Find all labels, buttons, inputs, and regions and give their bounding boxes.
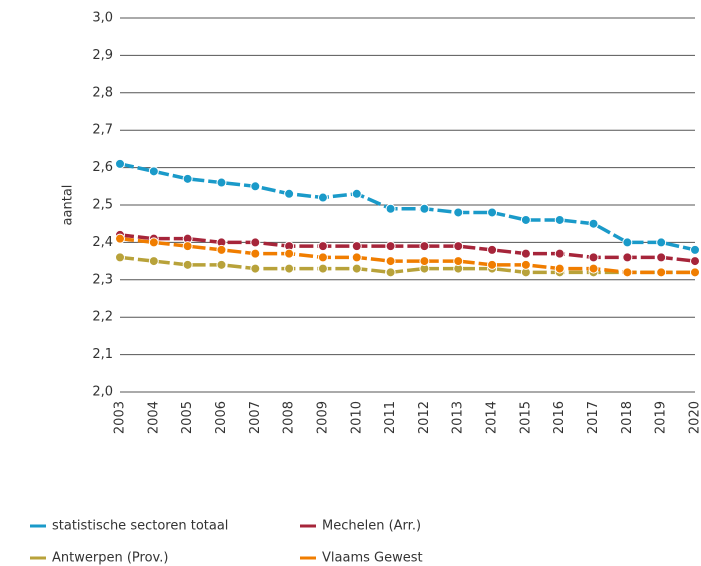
data-point: [250, 181, 261, 192]
data-point: [622, 267, 633, 278]
data-point: [453, 256, 464, 267]
data-point: [148, 166, 159, 177]
data-point: [453, 241, 464, 252]
x-tick-label: 2004: [146, 401, 161, 434]
legend-label: Mechelen (Arr.): [322, 519, 421, 534]
data-point: [690, 256, 700, 267]
x-tick-label: 2003: [113, 401, 128, 434]
x-tick-label: 2006: [214, 401, 229, 434]
data-point: [182, 241, 193, 252]
data-point: [250, 237, 261, 248]
y-tick-label: 2,8: [92, 85, 113, 100]
x-tick-label: 2015: [518, 401, 533, 434]
data-point: [588, 218, 599, 229]
legend-label: statistische sectoren totaal: [52, 519, 228, 534]
data-point: [115, 252, 125, 263]
data-point: [520, 248, 531, 259]
x-tick-label: 2008: [282, 401, 297, 434]
data-point: [148, 237, 159, 248]
x-tick-label: 2017: [586, 401, 601, 434]
data-point: [419, 256, 430, 267]
data-point: [216, 177, 227, 188]
data-point: [317, 252, 328, 263]
x-tick-label: 2018: [620, 401, 635, 434]
series-line: [119, 233, 696, 263]
data-point: [588, 252, 599, 263]
data-point: [182, 173, 193, 184]
data-point: [622, 237, 633, 248]
data-point: [317, 263, 328, 274]
x-tick-label: 2014: [485, 401, 500, 434]
data-point: [487, 259, 498, 270]
data-point: [554, 214, 565, 225]
data-point: [520, 214, 531, 225]
data-point: [419, 241, 430, 252]
series-line: [119, 255, 695, 275]
y-tick-label: 2,5: [92, 198, 113, 213]
data-point: [385, 203, 396, 214]
data-point: [317, 241, 328, 252]
data-point: [385, 256, 396, 267]
y-tick-label: 2,6: [92, 160, 113, 175]
data-point: [453, 207, 464, 218]
x-tick-label: 2013: [451, 401, 466, 434]
x-tick-label: 2011: [383, 401, 398, 434]
data-point: [554, 263, 565, 274]
x-tick-label: 2016: [552, 401, 567, 434]
data-point: [656, 267, 667, 278]
data-point: [690, 267, 700, 278]
data-point: [554, 248, 565, 259]
data-point: [216, 244, 227, 255]
y-tick-label: 2,3: [92, 272, 113, 287]
data-point: [351, 252, 362, 263]
data-point: [520, 259, 531, 270]
x-tick-label: 2019: [654, 401, 669, 434]
x-tick-label: 2010: [349, 401, 364, 434]
data-point: [182, 259, 193, 270]
x-tick-label: 2009: [315, 401, 330, 434]
y-tick-label: 2,0: [92, 385, 113, 400]
data-point: [385, 267, 396, 278]
data-point: [690, 244, 700, 255]
data-point: [656, 252, 667, 263]
y-tick-label: 2,7: [92, 123, 113, 138]
data-point: [385, 241, 396, 252]
data-point: [351, 188, 362, 199]
data-point: [250, 263, 261, 274]
legend-label: Vlaams Gewest: [322, 551, 423, 566]
data-point: [115, 158, 125, 169]
series-line: [119, 236, 695, 275]
data-point: [588, 263, 599, 274]
y-tick-label: 3,0: [92, 11, 113, 26]
x-tick-label: 2007: [248, 401, 263, 434]
data-point: [656, 237, 667, 248]
data-point: [284, 263, 295, 274]
y-tick-label: 2,9: [92, 48, 113, 63]
y-axis-label: aantal: [61, 185, 76, 226]
data-point: [351, 241, 362, 252]
data-point: [148, 256, 159, 267]
data-point: [351, 263, 362, 274]
data-point: [487, 207, 498, 218]
series-line: [119, 162, 696, 252]
data-point: [284, 188, 295, 199]
y-tick-label: 2,1: [92, 347, 113, 362]
data-point: [317, 192, 328, 203]
y-tick-label: 2,2: [92, 310, 113, 325]
data-point: [115, 233, 125, 244]
y-tick-label: 2,4: [92, 235, 113, 250]
data-point: [622, 252, 633, 263]
x-tick-label: 2005: [180, 401, 195, 434]
x-tick-label: 2012: [417, 401, 432, 434]
data-point: [216, 259, 227, 270]
x-tick-label: 2020: [688, 401, 701, 434]
data-point: [419, 203, 430, 214]
data-point: [250, 248, 261, 259]
data-point: [487, 244, 498, 255]
legend-label: Antwerpen (Prov.): [52, 551, 168, 566]
data-point: [284, 248, 295, 259]
